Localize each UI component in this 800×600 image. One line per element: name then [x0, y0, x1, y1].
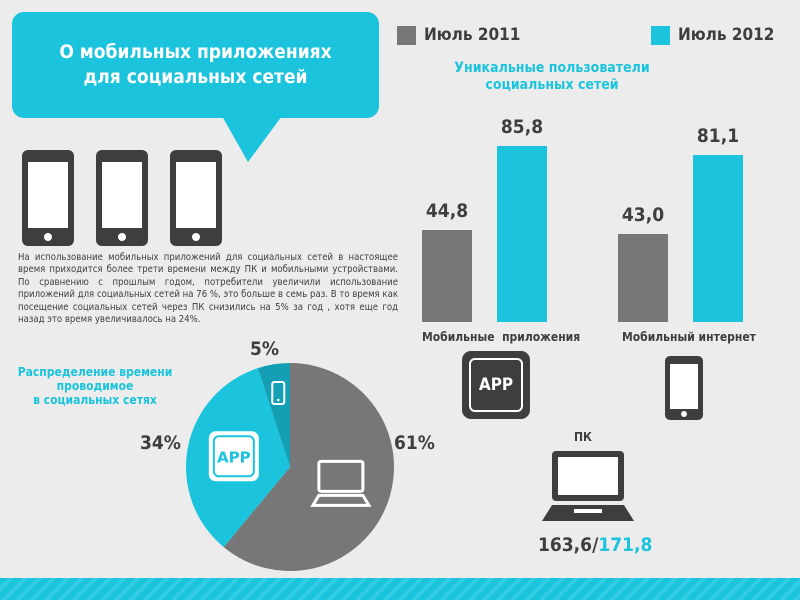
bar [422, 229, 472, 322]
footer-stripe [0, 578, 800, 600]
pc-values: 163,6/171,8 [538, 534, 652, 556]
pie-app-icon: APP [208, 431, 259, 482]
app-icon: APP [462, 351, 530, 419]
bubble-pointer [222, 116, 282, 162]
pc-label: ПК [574, 430, 592, 444]
bar-value-label: 81,1 [696, 125, 740, 148]
bar-category-label: Мобильные приложения [422, 330, 581, 344]
pie-slice [223, 363, 394, 571]
mobile-phone-icon [665, 356, 703, 420]
pc-value-2011: 163,6/ [538, 534, 599, 556]
bar-value-label: 44,8 [425, 199, 469, 222]
bar-value-label: 85,8 [500, 115, 544, 138]
pie-chart: APP [186, 363, 394, 571]
bar [618, 233, 668, 322]
pie-label-apps: 34% [140, 432, 181, 454]
pie-slice [257, 363, 290, 467]
legend-label-2012: Июль 2012 [678, 25, 775, 45]
pie-chart-title: Распределение времени проводимое в социа… [17, 365, 173, 407]
app-icon-label: APP [469, 358, 523, 412]
pc-value-2012: 171,8 [598, 534, 653, 556]
phone-icon [96, 150, 148, 246]
page-title: О мобильных приложениях для социальных с… [59, 41, 332, 88]
bar-category-label: Мобильный интернет [622, 330, 756, 344]
phone-icon [22, 150, 74, 246]
title-bubble: О мобильных приложениях для социальных с… [12, 12, 379, 118]
legend-swatch-2011 [397, 26, 416, 45]
bar [693, 155, 743, 322]
bar [497, 145, 547, 322]
legend-label-2011: Июль 2011 [424, 25, 521, 45]
pie-laptop-icon [310, 459, 372, 507]
legend-swatch-2012 [651, 26, 670, 45]
intro-paragraph: На использование мобильных приложений дл… [18, 252, 398, 326]
phones-icon-group [22, 150, 222, 246]
bar-chart-title: Уникальные пользователи социальных сетей [454, 60, 650, 93]
pie-label-pc: 61% [394, 432, 435, 454]
laptop-icon [542, 451, 634, 521]
pie-label-mobile-web: 5% [250, 338, 280, 360]
phone-icon [170, 150, 222, 246]
bar-value-label: 43,0 [621, 203, 665, 226]
pie-app-icon-label: APP [217, 448, 251, 466]
pie-phone-icon [271, 381, 286, 406]
